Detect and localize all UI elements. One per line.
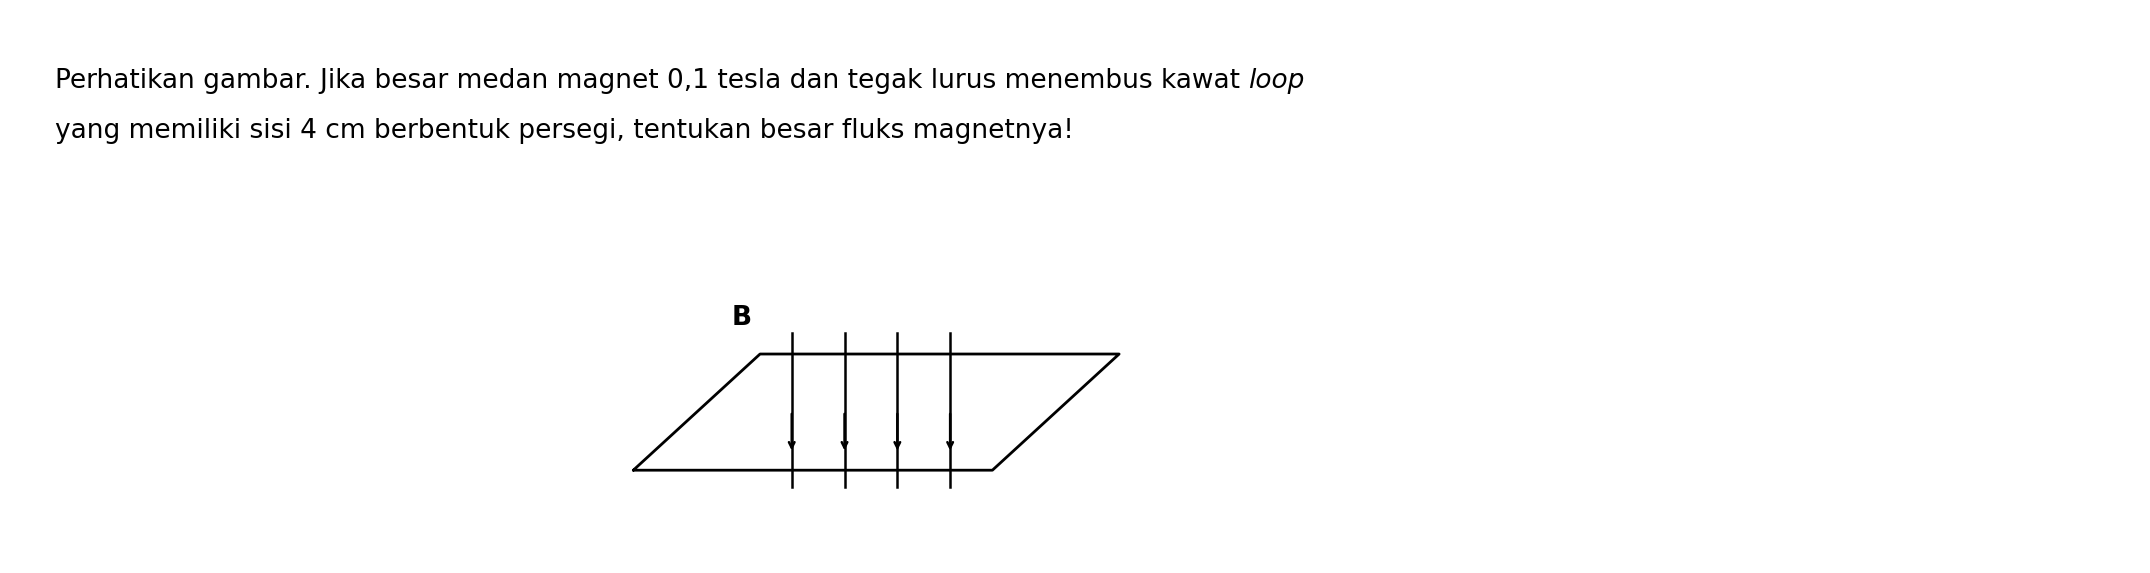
Text: Perhatikan gambar. Jika besar medan magnet 0,1 tesla dan tegak lurus menembus ka: Perhatikan gambar. Jika besar medan magn… [56,68,1249,94]
Text: B: B [731,305,752,331]
Text: yang memiliki sisi 4 cm berbentuk persegi, tentukan besar fluks magnetnya!: yang memiliki sisi 4 cm berbentuk perseg… [56,118,1073,144]
Text: loop: loop [1249,68,1305,94]
